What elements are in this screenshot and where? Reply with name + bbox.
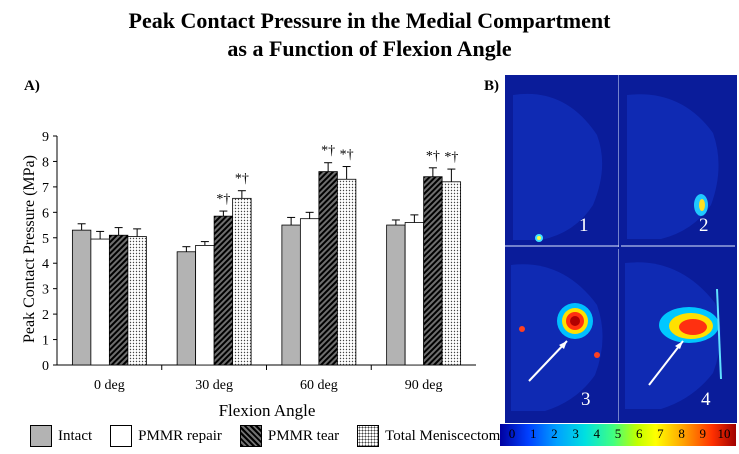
x-tick-label: 60 deg xyxy=(300,378,338,393)
pressure-scan-2: 2 xyxy=(621,75,735,247)
bar xyxy=(318,171,338,366)
legend-label-pmmr-tear: PMMR tear xyxy=(267,427,340,444)
chart-title-line-2: as a Function of Flexion Angle xyxy=(227,36,512,61)
pressure-scan-3: 3 xyxy=(505,249,619,421)
bar xyxy=(71,229,92,366)
legend-item-pmmr-repair: PMMR repair xyxy=(110,425,222,447)
y-tick-label: 7 xyxy=(42,181,49,196)
legend-swatch-pmmr-tear xyxy=(239,425,262,447)
colorbar-tick-label: 5 xyxy=(614,426,622,441)
scan-label-4: 4 xyxy=(701,389,711,410)
colorbar-tick-label: 9 xyxy=(699,426,707,441)
y-tick-label: 4 xyxy=(42,257,49,272)
legend-swatch-intact xyxy=(30,425,52,447)
bar xyxy=(423,176,443,366)
y-axis-label: Peak Contact Pressure (MPa) xyxy=(21,155,38,343)
colorbar-tick-label: 3 xyxy=(572,426,579,441)
scan-label-3: 3 xyxy=(581,389,591,410)
pressure-map-image-1 xyxy=(505,75,619,247)
legend-item-intact: Intact xyxy=(30,425,92,447)
legend-swatch-total-meniscectomy xyxy=(357,425,380,447)
x-tick-label: 30 deg xyxy=(195,378,233,393)
pressure-scan-4: 4 xyxy=(621,249,735,421)
legend-swatch-pmmr-repair xyxy=(110,425,133,447)
chart-legend: Intact PMMR repair PMMR tear Total Menis… xyxy=(30,424,526,448)
bar xyxy=(441,181,462,366)
x-axis-label: Flexion Angle xyxy=(219,401,316,420)
pressure-map-image-2 xyxy=(621,94,735,247)
scan-label-2: 2 xyxy=(699,215,709,236)
y-tick-label: 5 xyxy=(42,232,49,247)
bar xyxy=(176,251,197,366)
colorbar-tick-label: 7 xyxy=(657,426,664,441)
y-tick-label: 0 xyxy=(42,359,49,374)
bar xyxy=(386,224,406,366)
colorbar-tick-label: 4 xyxy=(593,426,601,441)
bar xyxy=(195,245,215,366)
bar xyxy=(127,236,147,366)
significance-marker: *† xyxy=(340,148,354,163)
bar xyxy=(404,222,425,366)
bar xyxy=(336,178,357,366)
y-tick-label: 8 xyxy=(42,155,49,170)
legend-label-pmmr-repair: PMMR repair xyxy=(138,427,222,444)
bar xyxy=(299,218,320,366)
x-tick-label: 90 deg xyxy=(405,378,443,393)
colorbar-tick-label: 10 xyxy=(717,426,731,441)
chart-title-line-1: Peak Contact Pressure in the Medial Comp… xyxy=(128,8,611,33)
pressure-scan-1: 1 xyxy=(505,75,619,247)
significance-marker: *† xyxy=(216,192,230,207)
bar xyxy=(232,197,252,366)
colorbar-tick-label: 8 xyxy=(678,426,685,441)
bar xyxy=(90,238,110,366)
pressure-scan-panel: 1 2 3 xyxy=(505,75,737,423)
bar xyxy=(108,234,129,366)
y-tick-label: 3 xyxy=(42,283,49,298)
panel-a-label: A) xyxy=(24,78,40,94)
colorbar-tick-label: 1 xyxy=(529,426,537,441)
legend-item-pmmr-tear: PMMR tear xyxy=(239,425,340,447)
pressure-colorbar: 0 1 2 3 4 5 6 7 8 9 10 xyxy=(500,424,736,446)
bar xyxy=(281,224,301,366)
y-tick-label: 2 xyxy=(42,308,49,323)
legend-label-total-meniscectomy: Total Meniscectomy xyxy=(385,427,508,444)
y-tick-label: 6 xyxy=(42,206,49,221)
bar xyxy=(213,215,234,366)
pressure-map-image-3 xyxy=(511,249,619,421)
y-tick-label: 9 xyxy=(42,130,49,145)
x-tick-label: 0 deg xyxy=(94,378,125,393)
legend-item-total-meniscectomy: Total Meniscectomy xyxy=(357,425,508,447)
colorbar-tick-label: 2 xyxy=(551,426,558,441)
significance-marker: *† xyxy=(426,149,440,164)
colorbar-tick-label: 0 xyxy=(508,426,516,441)
pressure-map-image-4 xyxy=(625,262,722,409)
scan-label-1: 1 xyxy=(579,215,589,236)
significance-marker: *† xyxy=(235,172,249,187)
significance-marker: *† xyxy=(321,144,335,159)
y-tick-label: 1 xyxy=(42,334,49,349)
colorbar-tick-label: 6 xyxy=(635,426,643,441)
significance-marker: *† xyxy=(444,150,458,165)
panel-b-label: B) xyxy=(484,78,499,94)
legend-label-intact: Intact xyxy=(58,427,93,444)
